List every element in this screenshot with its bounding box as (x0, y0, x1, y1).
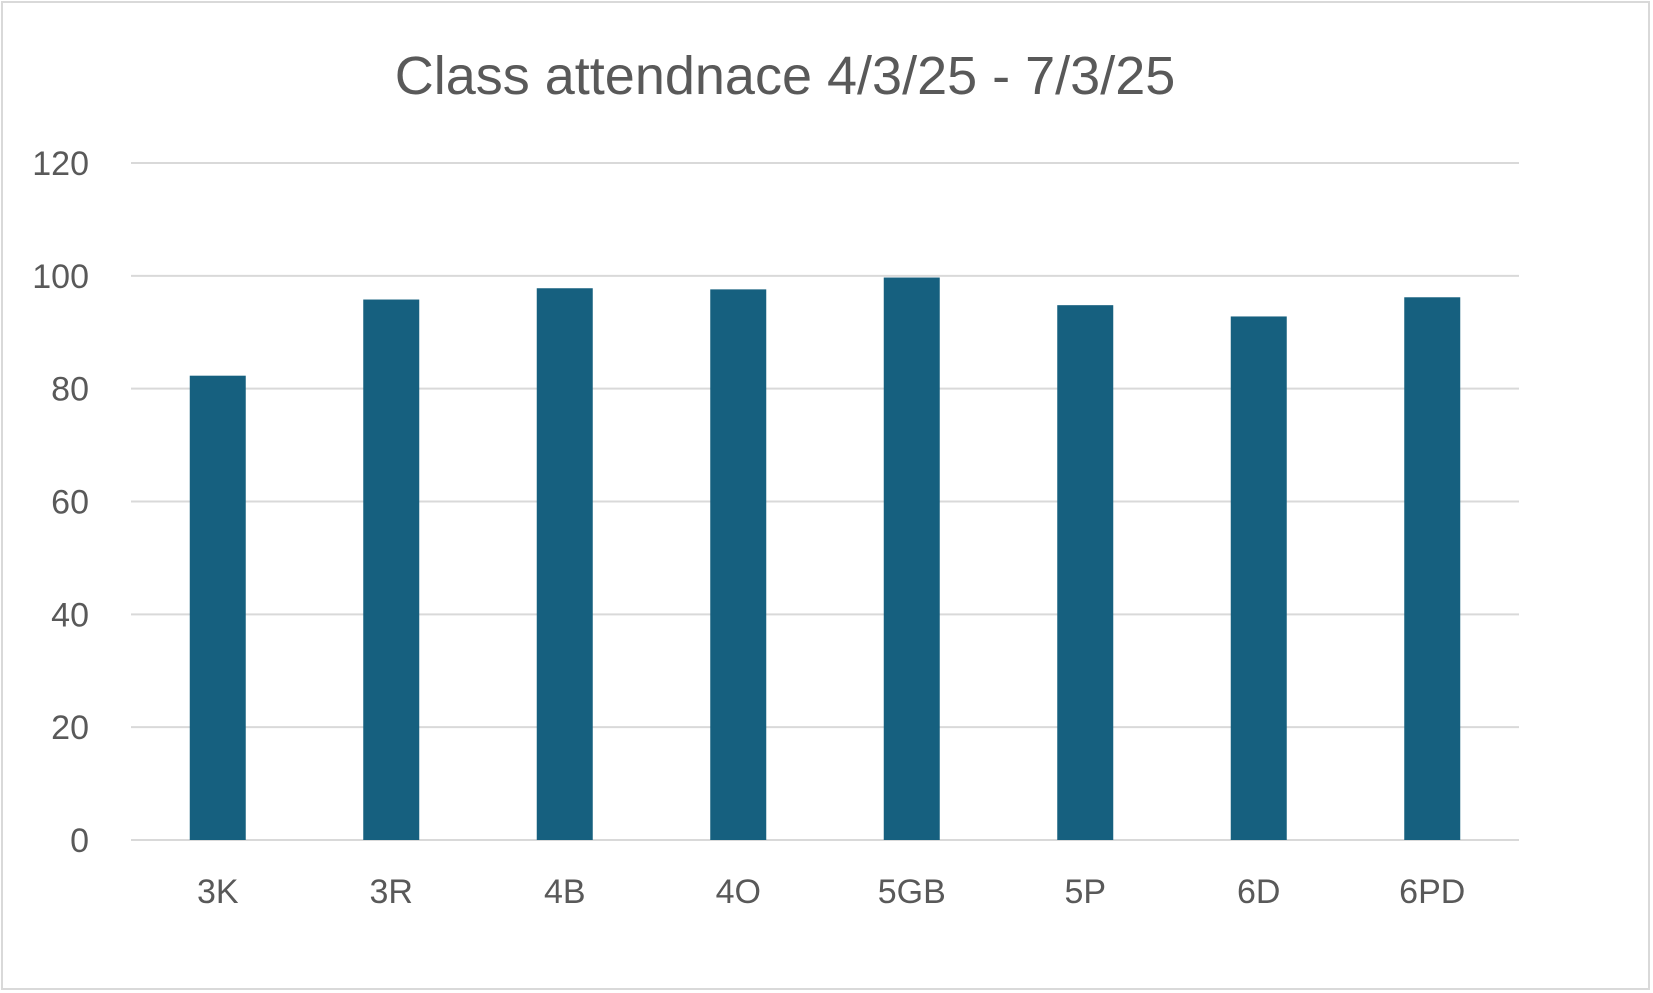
bar-4o (710, 289, 767, 841)
y-tick-label: 20 (51, 709, 89, 747)
x-tick-label-3r: 3R (370, 873, 413, 911)
bar-5p (1057, 305, 1114, 840)
x-tick-label-5gb: 5GB (878, 873, 946, 911)
bar-3r (363, 299, 420, 840)
bars (189, 277, 1461, 841)
bar-4b (536, 288, 593, 840)
x-tick-label-4o: 4O (716, 873, 761, 911)
x-tick-label-3k: 3K (197, 873, 239, 911)
bar-6pd (1404, 297, 1461, 840)
y-tick-label: 0 (70, 822, 89, 860)
bar-chart: Class attendnace 4/3/25 - 7/3/25 0 20 40 60… (32, 46, 1519, 911)
y-tick-label: 40 (51, 596, 89, 634)
y-tick-label: 100 (32, 258, 89, 296)
x-tick-label-4b: 4B (544, 873, 586, 911)
x-axis-ticks: 3K 3R 4B 4O 5GB 5P 6D 6PD (197, 873, 1465, 911)
bar-5gb (883, 277, 940, 840)
x-tick-label-6d: 6D (1237, 873, 1280, 911)
x-tick-label-6pd: 6PD (1399, 873, 1465, 911)
gridlines (131, 162, 1519, 841)
y-axis-ticks: 0 20 40 60 80 100 120 (32, 145, 89, 860)
bar-3k (189, 375, 246, 840)
chart-title: Class attendnace 4/3/25 - 7/3/25 (395, 46, 1176, 106)
y-tick-label: 120 (32, 145, 89, 183)
y-tick-label: 60 (51, 484, 89, 522)
bar-6d (1230, 316, 1287, 840)
y-tick-label: 80 (51, 371, 89, 409)
x-tick-label-5p: 5P (1064, 873, 1106, 911)
